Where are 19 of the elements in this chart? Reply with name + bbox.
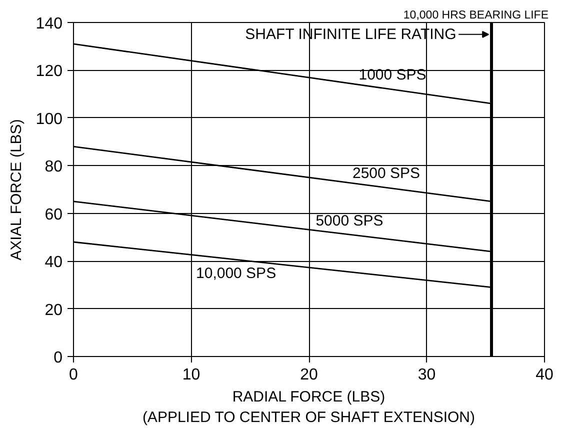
series-label: 2500 SPS xyxy=(352,165,420,182)
x-tick-label: 20 xyxy=(300,366,318,384)
x-tick-label: 0 xyxy=(69,366,78,384)
y-tick-label: 80 xyxy=(44,158,63,176)
y-axis-title: AXIAL FORCE (LBS) xyxy=(8,119,25,260)
y-tick-label: 100 xyxy=(36,110,63,128)
series-label: 10,000 SPS xyxy=(196,265,276,282)
x-tick-label: 10 xyxy=(182,366,200,384)
y-tick-label: 0 xyxy=(54,350,63,366)
ref-line-label: 10,000 HRS BEARING LIFE xyxy=(403,10,549,22)
y-tick-label: 60 xyxy=(44,206,63,224)
x-tick-label: 30 xyxy=(418,366,436,384)
y-tick-label: 40 xyxy=(44,254,63,272)
y-tick-label: 20 xyxy=(44,302,63,319)
x-axis-title: RADIAL FORCE (LBS) (APPLIED TO CENTER OF SHAFT EXTENSION) xyxy=(142,388,476,426)
x-tick-label: 40 xyxy=(536,366,554,384)
series-label: 5000 SPS xyxy=(316,212,384,230)
y-tick-label: 120 xyxy=(36,63,63,80)
y-tick-label: 140 xyxy=(36,16,63,32)
